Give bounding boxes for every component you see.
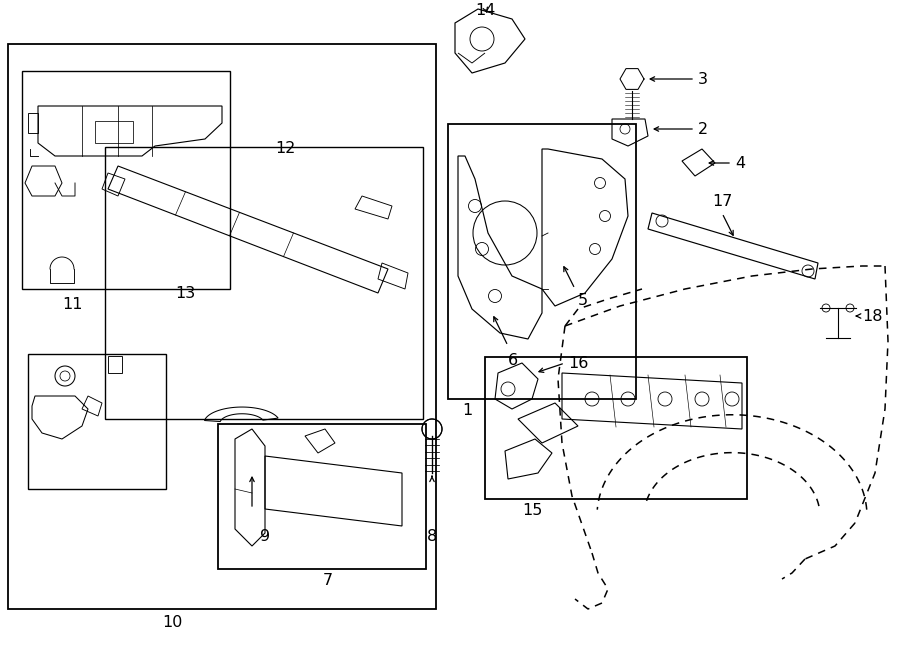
- Text: 1: 1: [462, 403, 472, 418]
- Text: 6: 6: [508, 353, 518, 368]
- Text: 4: 4: [735, 155, 745, 171]
- Text: 11: 11: [62, 297, 82, 312]
- Text: 13: 13: [175, 286, 195, 301]
- Text: 7: 7: [323, 573, 333, 588]
- Text: 8: 8: [427, 529, 437, 544]
- Text: 18: 18: [862, 309, 883, 323]
- Text: 5: 5: [578, 293, 588, 308]
- Text: 15: 15: [522, 503, 542, 518]
- Text: 9: 9: [260, 529, 270, 544]
- Text: 3: 3: [698, 71, 708, 87]
- Text: 14: 14: [475, 3, 495, 18]
- Text: 16: 16: [568, 356, 589, 371]
- Text: 10: 10: [162, 615, 182, 630]
- Text: 2: 2: [698, 122, 708, 137]
- Text: 17: 17: [712, 194, 733, 209]
- Text: 12: 12: [274, 141, 295, 156]
